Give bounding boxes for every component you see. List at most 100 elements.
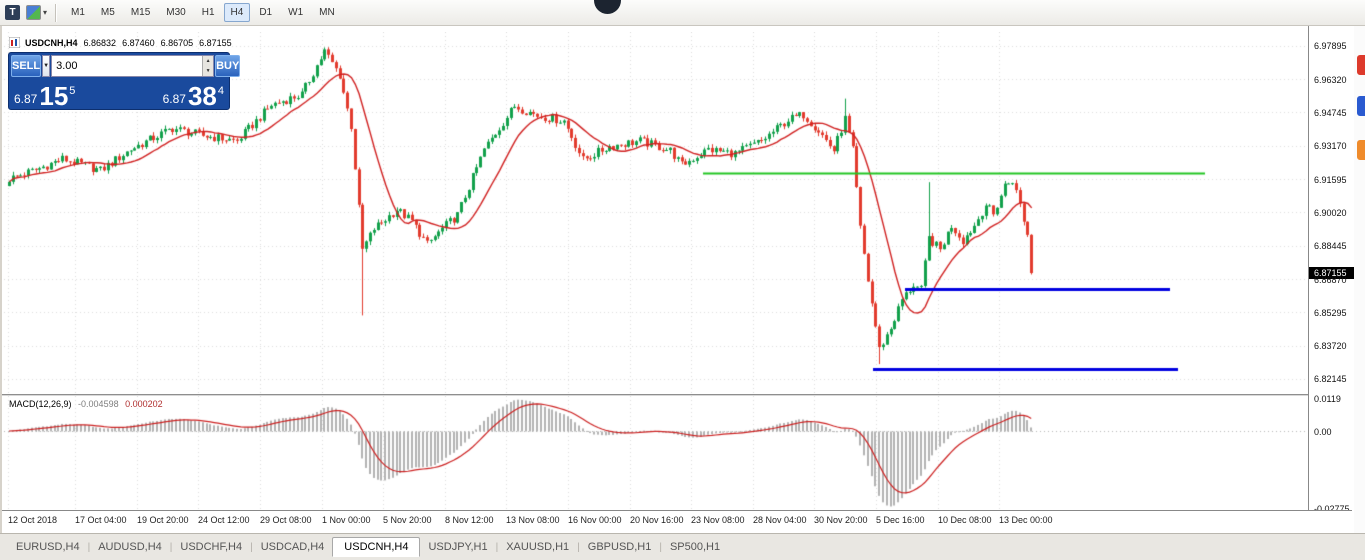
- ask-quote[interactable]: 6.87 38 4: [162, 81, 224, 111]
- price-axis[interactable]: 6.87155 6.97895 6.96320 6.94745 6.93170 6.91…: [1308, 26, 1354, 560]
- bid-pip-digit: 5: [69, 85, 76, 97]
- time-axis-label: 13 Nov 08:00: [506, 515, 560, 525]
- timeframe-m15[interactable]: M15: [130, 7, 151, 18]
- time-axis-label: 28 Nov 04:00: [753, 515, 807, 525]
- time-axis-label: 5 Dec 16:00: [876, 515, 925, 525]
- tab-divider: |: [87, 541, 91, 553]
- time-axis-label: 8 Nov 12:00: [445, 515, 494, 525]
- sell-button[interactable]: SELL: [11, 55, 42, 77]
- macd-name: MACD(12,26,9): [9, 399, 72, 409]
- ohlc-low: 6.86705: [160, 37, 194, 48]
- time-axis-label: 5 Nov 20:00: [383, 515, 432, 525]
- chart-symbol: USDCNH,H4: [25, 37, 78, 48]
- desktop-icon-red[interactable]: [1357, 55, 1365, 75]
- bid-big-digits: 15: [39, 81, 69, 111]
- tab-eurusd[interactable]: EURUSD,H4: [16, 541, 80, 553]
- price-axis-label: 6.93170: [1314, 141, 1347, 152]
- macd-label: MACD(12,26,9) -0.004598 0.000202: [9, 399, 163, 409]
- time-axis-label: 29 Oct 08:00: [260, 515, 312, 525]
- tab-divider: |: [169, 541, 173, 553]
- panel-separator[interactable]: [0, 394, 1352, 396]
- price-axis-label: 6.96320: [1314, 74, 1347, 85]
- timeframe-m1[interactable]: M1: [71, 7, 85, 18]
- price-axis-label: 6.86870: [1314, 274, 1347, 285]
- buy-button[interactable]: BUY: [215, 55, 241, 77]
- tab-divider: |: [659, 541, 662, 553]
- time-axis-label: 20 Nov 16:00: [630, 515, 684, 525]
- time-axis-label: 1 Nov 00:00: [322, 515, 371, 525]
- price-axis-label: 6.94745: [1314, 107, 1347, 118]
- macd-scale-label: 0.00: [1314, 427, 1332, 437]
- timeframe-m30[interactable]: M30: [166, 7, 186, 18]
- ask-prefix: 6.87: [162, 92, 186, 106]
- toolbar-separator: [55, 3, 57, 22]
- chart-icon: [9, 37, 20, 48]
- chevron-down-icon[interactable]: ▾: [43, 8, 48, 17]
- macd-scale-label: -0.02775: [1314, 504, 1350, 514]
- time-axis-label: 16 Nov 00:00: [568, 515, 622, 525]
- app-logo-circle: [594, 0, 621, 14]
- time-axis-label: 13 Dec 00:00: [999, 515, 1053, 525]
- time-axis-label: 24 Oct 12:00: [198, 515, 250, 525]
- desktop-icon-orange[interactable]: [1357, 140, 1365, 160]
- ohlc-high: 6.87460: [122, 37, 155, 48]
- bid-quote[interactable]: 6.87 15 5: [14, 81, 76, 111]
- new-order-icon[interactable]: T: [5, 5, 20, 20]
- price-axis-label: 6.88445: [1314, 241, 1347, 252]
- bid-prefix: 6.87: [14, 92, 38, 106]
- volume-spin-down-icon[interactable]: ▼: [202, 66, 214, 76]
- ohlc-close: 6.87155: [199, 37, 232, 48]
- one-click-trading-panel: SELL ▼ ▲ ▼ BUY 6.87 15 5 6.87 38 4: [8, 52, 241, 111]
- tab-divider: |: [577, 541, 580, 553]
- time-axis-label: 17 Oct 04:00: [75, 515, 127, 525]
- toolbar: T ▾ M1 M5 M15 M30 H1 H4 D1 W1 MN: [0, 0, 1365, 26]
- timeframe-w1[interactable]: W1: [288, 7, 304, 18]
- tab-usdchf[interactable]: USDCHF,H4: [180, 541, 243, 553]
- macd-value-main: -0.004598: [78, 399, 119, 409]
- tab-divider: |: [250, 541, 253, 553]
- time-axis-label: 12 Oct 2018: [8, 515, 58, 525]
- ask-pip-digit: 4: [217, 85, 224, 97]
- timeframe-group: M1 M5 M15 M30 H1 H4 D1 W1 MN: [63, 3, 343, 22]
- timeframe-h1[interactable]: H1: [201, 7, 215, 18]
- tab-sp500[interactable]: SP500,H1: [669, 541, 721, 553]
- volume-spin-up-icon[interactable]: ▲: [202, 56, 214, 66]
- macd-canvas[interactable]: [0, 396, 1308, 510]
- price-axis-label: 6.83720: [1314, 341, 1347, 352]
- price-axis-label: 6.82145: [1314, 374, 1347, 385]
- timeframe-m5[interactable]: M5: [100, 7, 115, 18]
- price-axis-label: 6.85295: [1314, 307, 1347, 318]
- chart-header: USDCNH,H4 6.86832 6.87460 6.86705 6.8715…: [9, 37, 233, 48]
- chart-profile-icon[interactable]: [26, 5, 41, 20]
- time-axis-label: 30 Nov 20:00: [814, 515, 868, 525]
- price-axis-label: 6.90020: [1314, 207, 1347, 218]
- volume-input[interactable]: [52, 56, 203, 76]
- tab-audusd[interactable]: AUDUSD,H4: [98, 541, 162, 553]
- tab-xauusd[interactable]: XAUUSD,H1: [506, 541, 570, 553]
- price-axis-label: 6.97895: [1314, 41, 1347, 52]
- window-left-frame: [0, 26, 2, 560]
- timeframe-h4[interactable]: H4: [223, 3, 251, 22]
- ohlc-open: 6.86832: [83, 37, 117, 48]
- time-axis-label: 10 Dec 08:00: [938, 515, 992, 525]
- timeframe-d1[interactable]: D1: [259, 7, 273, 18]
- timeframe-mn[interactable]: MN: [319, 7, 335, 18]
- chart-tab-bar: EURUSD,H4 | AUDUSD,H4 | USDCHF,H4 | USDCAD,H4 U…: [0, 533, 1365, 560]
- time-axis-label: 19 Oct 20:00: [137, 515, 189, 525]
- price-axis-label: 6.91595: [1314, 174, 1347, 185]
- macd-scale-label: 0.0119: [1314, 394, 1341, 404]
- volume-dropdown-button[interactable]: ▼: [42, 55, 51, 77]
- tab-gbpusd[interactable]: GBPUSD,H1: [587, 541, 652, 553]
- macd-value-signal: 0.000202: [125, 399, 163, 409]
- time-axis[interactable]: 12 Oct 2018 17 Oct 04:00 19 Oct 20:00 24 Oc…: [0, 510, 1352, 534]
- tab-usdcad[interactable]: USDCAD,H4: [260, 541, 325, 553]
- tab-usdjpy[interactable]: USDJPY,H1: [428, 541, 488, 553]
- desktop-icon-blue[interactable]: [1357, 96, 1365, 116]
- time-axis-label: 23 Nov 08:00: [691, 515, 745, 525]
- tab-usdcnh[interactable]: USDCNH,H4: [332, 537, 421, 557]
- desktop-strip: [1354, 26, 1365, 533]
- current-price-badge: 6.87155: [1309, 267, 1354, 279]
- tab-divider: |: [495, 541, 499, 553]
- ask-big-digits: 38: [187, 81, 217, 111]
